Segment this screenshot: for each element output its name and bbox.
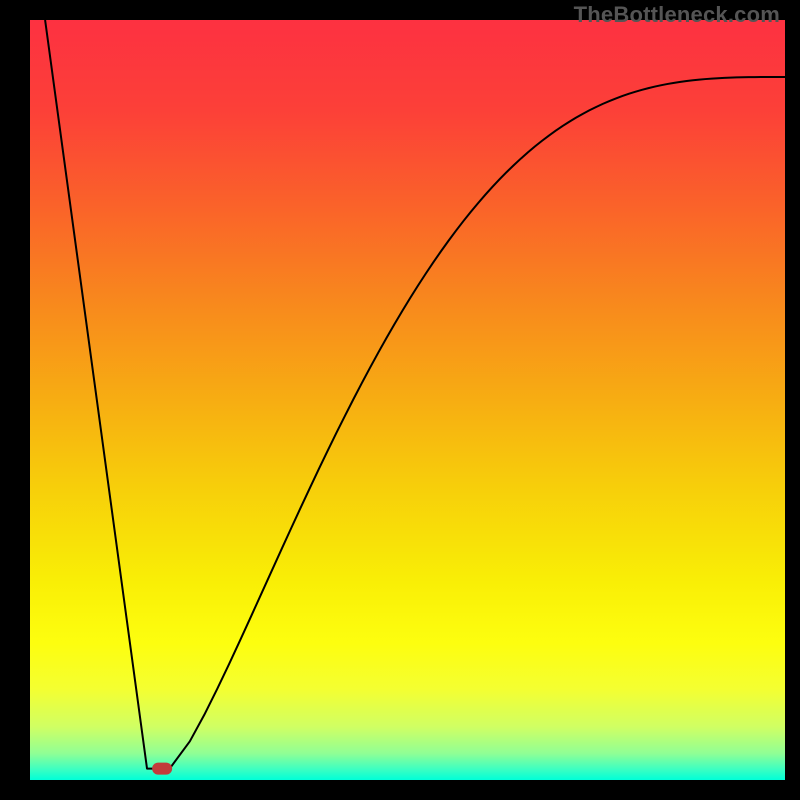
chart-container: TheBottleneck.com — [0, 0, 800, 800]
gradient-background — [30, 20, 785, 780]
plot-area — [30, 20, 785, 780]
watermark-text: TheBottleneck.com — [574, 2, 780, 28]
plot-svg — [30, 20, 785, 780]
minimum-marker — [152, 763, 172, 775]
